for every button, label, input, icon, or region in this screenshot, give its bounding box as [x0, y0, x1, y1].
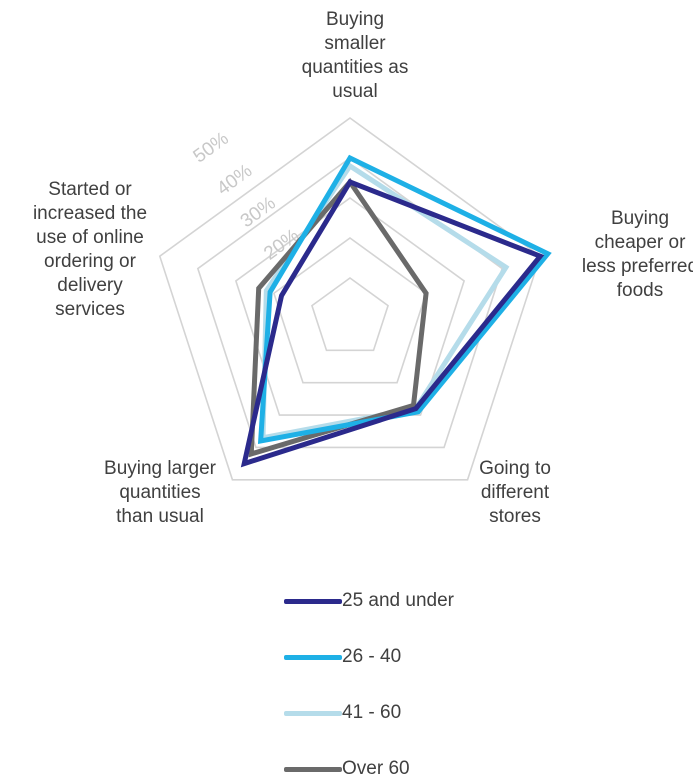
legend-swatch [284, 767, 342, 772]
legend-label: 26 - 40 [342, 646, 402, 667]
series-line-41-60 [260, 162, 510, 441]
legend-swatch [284, 711, 342, 716]
axis-label-cheaper-foods: Buying cheaper or less preferred foods [581, 208, 693, 301]
axis-label-different-stores: Going to different stores [479, 458, 551, 527]
axis-label-larger-quantities: Buying larger quantities than usual [104, 458, 216, 527]
axis-label-smaller-quantities: Buying smaller quantities as usual [301, 9, 409, 102]
axis-label-online-ordering: Started or increased the use of online o… [32, 179, 148, 320]
legend-label: Over 60 [342, 758, 410, 779]
grid-ring [234, 197, 466, 416]
radial-tick-label: 30% [237, 193, 280, 232]
legend-label: 41 - 60 [342, 702, 402, 723]
legend-swatch [284, 599, 342, 604]
series-line-25-and-under [240, 178, 545, 468]
radial-tick-labels: 20%30%40%50% [190, 128, 304, 264]
grid-ring [311, 277, 389, 352]
legend-item-26-40: 26 - 40 [284, 644, 544, 670]
radial-tick-label: 50% [190, 128, 233, 167]
radar-chart: 20%30%40%50% [158, 117, 552, 481]
legend-item-25-and-under: 25 and under [284, 588, 544, 614]
series-line-26-40 [257, 154, 552, 445]
legend-item-41-60: 41 - 60 [284, 700, 544, 726]
legend-swatch [284, 655, 342, 660]
legend-item-over-60: Over 60 [284, 756, 544, 782]
series-lines [240, 154, 552, 468]
legend-label: 25 and under [342, 590, 454, 611]
radial-tick-label: 40% [213, 160, 256, 199]
